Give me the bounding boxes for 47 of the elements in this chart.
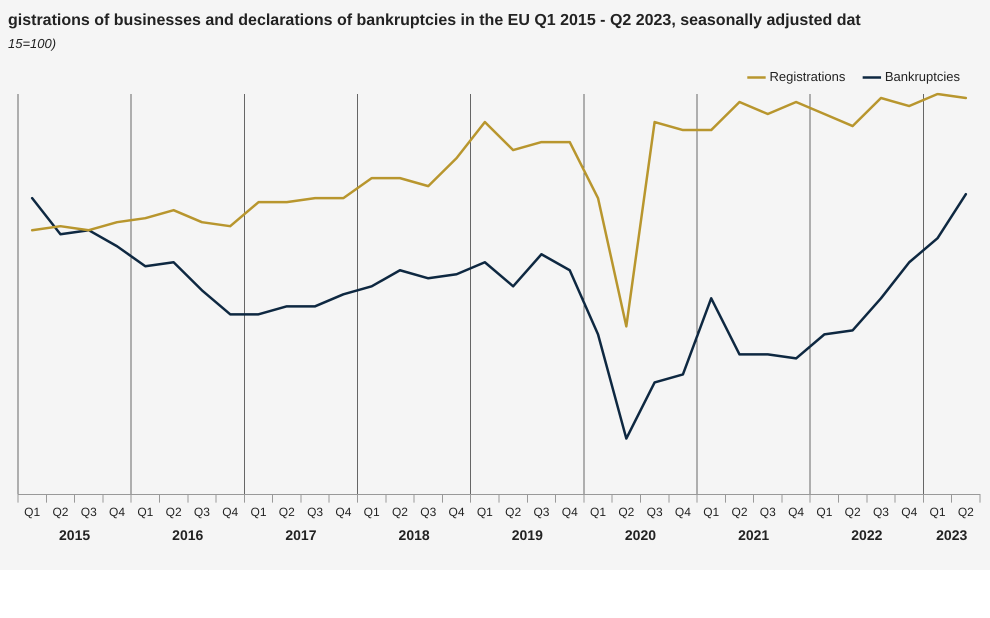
x-tick-label: Q3 (420, 505, 437, 520)
x-tick-label: Q2 (52, 505, 69, 520)
x-tick-label: Q1 (476, 505, 494, 520)
x-tick-label: Q2 (618, 505, 635, 520)
chart-title: gistrations of businesses and declarations of bankruptcies in the EU Q1 2015 - Q2 2023, seasonally adjusted dat (7, 12, 862, 30)
x-tick-label: Q4 (335, 505, 352, 520)
x-tick-label: Q2 (958, 505, 974, 520)
text: 2022 (851, 526, 883, 543)
text: 2018 (398, 526, 430, 543)
x-tick-label: Q2 (844, 505, 862, 520)
text: 2021 (738, 526, 770, 543)
x-tick-label: Q2 (731, 505, 748, 520)
x-tick-label: Q4 (901, 505, 918, 520)
x-tick-label: Q1 (24, 505, 40, 520)
text: 2016 (172, 526, 204, 543)
chart-subtitle: 15=100) (7, 35, 58, 51)
x-tick-label: Q1 (703, 505, 720, 520)
x-tick-label: Q2 (166, 505, 182, 520)
x-tick-label: Q3 (80, 505, 98, 520)
text: 2020 (624, 526, 656, 543)
x-tick-label: Q2 (505, 505, 522, 520)
x-tick-label: Q3 (533, 505, 550, 520)
legend-label: Registrations (769, 69, 846, 84)
text: 2019 (512, 526, 544, 543)
x-tick-label: Q1 (250, 505, 267, 520)
x-tick-label: Q4 (448, 505, 465, 520)
x-tick-label: Q1 (590, 505, 606, 520)
x-tick-label: Q4 (674, 505, 692, 520)
x-tick-label: Q4 (222, 505, 239, 520)
x-tick-label: Q2 (392, 505, 408, 520)
x-tick-label: Q3 (646, 505, 663, 520)
text: 2015 (59, 526, 90, 543)
x-tick-label: Q3 (194, 505, 210, 520)
x-tick-label: Q1 (816, 505, 833, 520)
x-tick-label: Q1 (137, 505, 154, 520)
x-tick-label: Q4 (109, 505, 126, 520)
x-tick-label: Q1 (930, 505, 946, 520)
x-tick-label: Q4 (562, 505, 578, 520)
x-tick-label: Q1 (364, 505, 380, 520)
x-tick-label: Q4 (788, 505, 804, 520)
text: 2017 (285, 526, 317, 543)
x-tick-label: Q3 (307, 505, 324, 520)
text: 2023 (936, 526, 968, 543)
x-tick-label: Q2 (278, 505, 296, 520)
x-tick-label: Q3 (872, 505, 890, 520)
legend-label: Bankruptcies (884, 69, 960, 84)
x-tick-label: Q3 (760, 505, 776, 520)
